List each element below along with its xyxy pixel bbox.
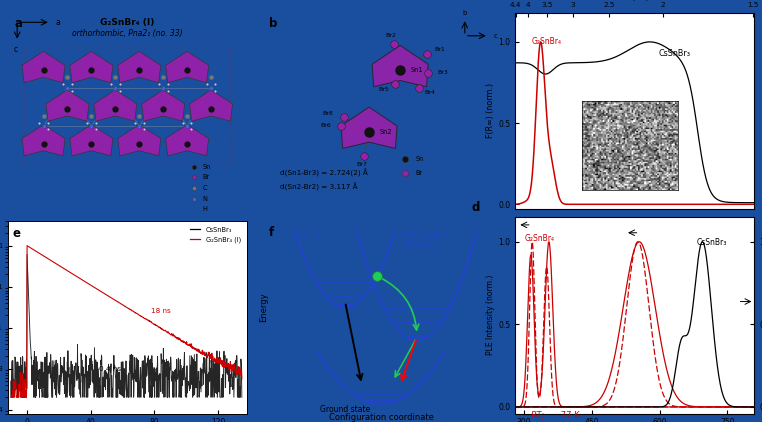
Polygon shape <box>165 124 209 156</box>
Text: b: b <box>268 17 277 30</box>
Text: N: N <box>203 196 207 202</box>
Text: CsSnBr₃: CsSnBr₃ <box>697 238 727 246</box>
Text: 0.4 ns: 0.4 ns <box>98 366 120 372</box>
Text: G₂SnBr₄: G₂SnBr₄ <box>524 234 555 243</box>
Text: Exciton: Exciton <box>297 231 325 240</box>
Polygon shape <box>341 107 397 149</box>
Text: orthorhombic, Pna2₁ (no. 33): orthorhombic, Pna2₁ (no. 33) <box>72 29 183 38</box>
Text: CsSnBr₃: CsSnBr₃ <box>658 49 690 58</box>
Polygon shape <box>22 124 65 156</box>
Legend: CsSnBr₃, G₂SnBr₄ (I): CsSnBr₃, G₂SnBr₄ (I) <box>187 224 244 245</box>
Text: Sn: Sn <box>203 164 211 170</box>
Text: c: c <box>14 46 18 54</box>
Polygon shape <box>22 51 65 83</box>
Text: Br2: Br2 <box>385 33 395 38</box>
Text: Br6: Br6 <box>320 123 331 128</box>
Text: Br8: Br8 <box>322 111 333 116</box>
Polygon shape <box>46 90 89 121</box>
Polygon shape <box>372 46 428 87</box>
Text: Br5: Br5 <box>378 87 389 92</box>
Text: Br: Br <box>416 170 423 176</box>
Text: Br1: Br1 <box>434 47 445 52</box>
Polygon shape <box>70 51 113 83</box>
Polygon shape <box>117 51 161 83</box>
Polygon shape <box>94 90 137 121</box>
Text: Br3: Br3 <box>437 70 448 76</box>
Polygon shape <box>142 90 184 121</box>
Text: —RT;  – –77 K: —RT; – –77 K <box>523 411 579 420</box>
Text: a: a <box>14 17 23 30</box>
Polygon shape <box>190 90 232 121</box>
Polygon shape <box>70 124 113 156</box>
Text: Energy: Energy <box>259 293 268 322</box>
Text: Sn: Sn <box>416 156 424 162</box>
Text: Exciton: Exciton <box>405 240 433 249</box>
Y-axis label: F(R∞) (norm.): F(R∞) (norm.) <box>486 84 495 138</box>
Text: Br7: Br7 <box>357 162 367 167</box>
Text: Sn1: Sn1 <box>411 68 424 73</box>
Text: d(Sn1-Br3) = 2.724(2) Å: d(Sn1-Br3) = 2.724(2) Å <box>280 169 368 177</box>
Text: 18 ns: 18 ns <box>151 308 171 314</box>
Text: Sn2: Sn2 <box>379 129 392 135</box>
Text: e: e <box>12 227 21 240</box>
Text: Br: Br <box>203 174 210 181</box>
Polygon shape <box>117 124 161 156</box>
X-axis label: hν (eV): hν (eV) <box>620 0 650 3</box>
Text: b: b <box>463 10 467 16</box>
Text: c: c <box>494 33 498 39</box>
Text: H: H <box>203 206 207 212</box>
Y-axis label: PLE Intensity (norm.): PLE Intensity (norm.) <box>486 275 495 355</box>
Text: f: f <box>268 226 274 238</box>
Text: Configuration coordinate: Configuration coordinate <box>328 413 434 422</box>
Text: d: d <box>472 201 480 214</box>
Text: G₂SnBr₄: G₂SnBr₄ <box>532 37 562 46</box>
Text: Ground state: Ground state <box>320 405 370 414</box>
Text: Self-trapped: Self-trapped <box>400 231 447 240</box>
Text: C: C <box>203 185 207 191</box>
Text: G₂SnBr₄ (I): G₂SnBr₄ (I) <box>100 19 155 27</box>
Text: Br4: Br4 <box>424 90 435 95</box>
Polygon shape <box>165 51 209 83</box>
Text: d(Sn2-Br2) = 3.117 Å: d(Sn2-Br2) = 3.117 Å <box>280 182 358 190</box>
Text: a: a <box>56 18 60 27</box>
